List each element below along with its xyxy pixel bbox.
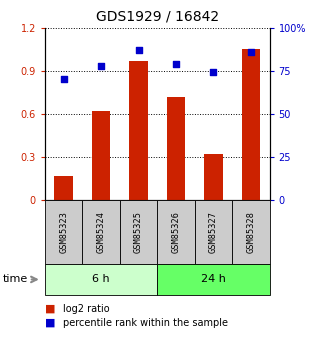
Point (173, 61, 178, 67)
Bar (54, 176, 73, 200)
Bar (195, 200, 232, 264)
Title: GDS1929 / 16842: GDS1929 / 16842 (96, 10, 219, 24)
Bar (167, 97, 185, 200)
Text: GSM85323: GSM85323 (59, 211, 68, 253)
Text: log2 ratio: log2 ratio (63, 304, 109, 314)
Point (61, 77, 66, 82)
Text: GSM85325: GSM85325 (134, 211, 143, 253)
Text: GSM85326: GSM85326 (171, 211, 180, 253)
Point (211, 70, 216, 75)
Text: GSM85324: GSM85324 (97, 211, 106, 253)
Text: 24 h: 24 h (201, 275, 226, 284)
Bar (204, 154, 223, 200)
Bar (232, 200, 270, 264)
Bar (45, 200, 82, 264)
Text: ■: ■ (45, 318, 56, 327)
Bar (157, 264, 270, 295)
Text: time: time (3, 275, 29, 284)
Point (99, 63, 104, 68)
Bar (157, 200, 195, 264)
Point (136, 47, 141, 53)
Text: 6 h: 6 h (92, 275, 110, 284)
Text: ■: ■ (45, 304, 56, 314)
Bar (120, 200, 157, 264)
Bar (45, 264, 157, 295)
Bar (242, 49, 260, 200)
Bar (92, 111, 110, 200)
Bar (129, 61, 148, 200)
Text: GSM85327: GSM85327 (209, 211, 218, 253)
Text: percentile rank within the sample: percentile rank within the sample (63, 318, 228, 327)
Text: GSM85328: GSM85328 (247, 211, 256, 253)
Point (248, 49, 254, 55)
Bar (82, 200, 120, 264)
